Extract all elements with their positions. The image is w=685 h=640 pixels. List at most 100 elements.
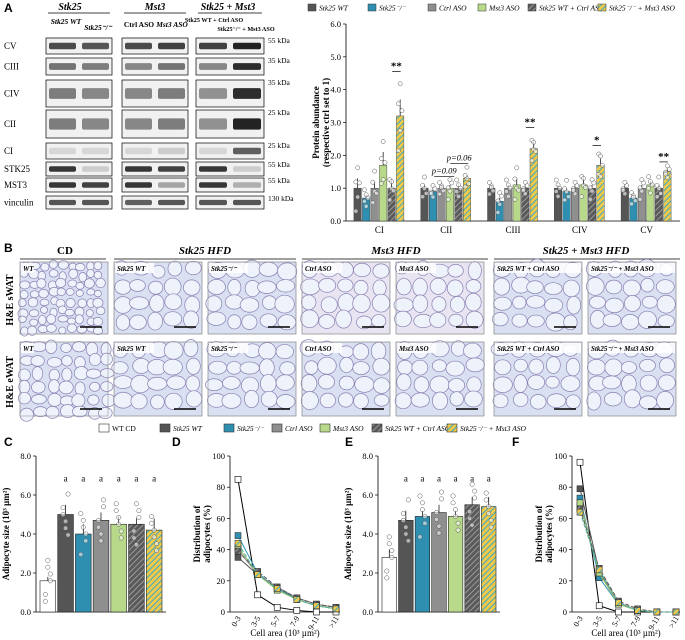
p-value-label: p=0.06 [446, 153, 473, 163]
data-point [512, 176, 518, 182]
adipocyte-cell [164, 293, 183, 310]
adipocyte-cell [17, 298, 27, 308]
adipocyte-cell [31, 394, 47, 405]
adipocyte-cell [186, 357, 201, 375]
data-point [101, 497, 106, 503]
sig-label: * [594, 134, 600, 146]
adipocyte-cell [48, 379, 60, 394]
data-point [505, 182, 511, 188]
x-tick-label: 3-5 [591, 615, 604, 629]
blot-band [199, 199, 227, 206]
adipocyte-cell [185, 260, 202, 276]
data-point [455, 520, 461, 526]
data-point [45, 564, 51, 570]
data-point [45, 557, 51, 563]
adipocyte-cell [339, 356, 354, 373]
adipocyte-cell [101, 393, 116, 408]
data-point [454, 177, 459, 183]
data-point [403, 524, 409, 530]
adipocyte-cell [258, 261, 279, 277]
adipocyte-cell [605, 279, 623, 295]
adipocyte-cell [130, 374, 151, 394]
data-point [646, 174, 651, 180]
blot-lane-label: Ctrl ASO [124, 20, 154, 29]
adipocyte-cell [150, 394, 165, 410]
y-tick-label: 8.0 [20, 451, 31, 461]
adipocyte-cell [227, 279, 242, 296]
data-point [131, 528, 137, 534]
bar [387, 187, 396, 222]
adipocyte-cell [30, 355, 45, 367]
data-point [663, 171, 668, 177]
sig-label: a [64, 473, 68, 483]
adipocyte-cell [493, 296, 512, 311]
data-point [487, 180, 492, 185]
adipocyte-cell [639, 374, 658, 392]
x-tick-label: CV [640, 225, 653, 235]
blot-frame [121, 177, 189, 193]
adipocyte-cell [27, 325, 38, 336]
data-point [483, 497, 489, 503]
data-point [447, 177, 453, 182]
y-tick-label: 6.0 [20, 490, 31, 500]
series-marker [273, 604, 281, 611]
adipocyte-cell [545, 312, 566, 332]
adipocyte-cell [623, 389, 641, 409]
data-point [467, 509, 473, 515]
x-tick-label: CIII [506, 225, 521, 235]
tile-label: Mst3 ASO [398, 345, 429, 353]
histology-frame [493, 341, 583, 417]
adipocyte-cell [29, 318, 39, 327]
adipocyte-cell [396, 373, 412, 391]
adipocyte-cell [493, 277, 511, 296]
blot-band [158, 42, 185, 50]
histology-frame [19, 341, 109, 417]
data-point [47, 571, 53, 577]
adipocyte-cell [412, 277, 428, 297]
adipocyte-cell [371, 314, 387, 328]
sig-label: a [99, 473, 103, 483]
adipocyte-cell [353, 280, 369, 296]
data-point [456, 194, 461, 199]
blot-frame [45, 142, 113, 160]
y-tick-label: 6.0 [362, 490, 373, 500]
data-point [521, 188, 526, 193]
y-axis-label: adipocytes (%) [202, 505, 212, 563]
adipocyte-cell [352, 361, 370, 375]
adipocyte-cell [279, 361, 296, 376]
blot-marker: 25 kDa [268, 108, 291, 117]
data-point [504, 177, 509, 183]
adipocyte-cell [655, 279, 675, 294]
adipocyte-cell [113, 375, 133, 389]
adipocyte-cell [300, 374, 318, 393]
adipocyte-cell [411, 359, 429, 376]
data-point [566, 194, 571, 200]
adipocyte-cell [352, 294, 371, 313]
adipocyte-cell [260, 390, 278, 408]
data-point [472, 495, 478, 501]
data-point [386, 534, 392, 540]
adipocyte-cell [641, 295, 658, 309]
tile-label-bg [397, 263, 437, 273]
tile-label-bg [589, 263, 675, 273]
x-tick-label: 3-5 [249, 615, 262, 629]
adipocyte-cell [656, 294, 676, 314]
legend-label: Mst3 ASO [332, 424, 364, 433]
histology-frame [587, 341, 677, 417]
adipocyte-cell [166, 375, 186, 390]
data-point [389, 548, 395, 554]
data-point [131, 535, 137, 541]
adipocyte-cell [147, 376, 168, 391]
data-point [362, 198, 367, 204]
bar [447, 516, 464, 613]
blot-band [49, 166, 76, 172]
adipocyte-cell [85, 309, 94, 317]
histology-row-label: H&E sWAT [5, 274, 16, 326]
adipocyte-cell [227, 314, 242, 330]
legend-label: Stk25 WT + Ctrl ASO [539, 4, 605, 13]
adipocyte-cell [450, 340, 466, 357]
blot-lane-label: Stk25 WT + Ctrl ASO [185, 17, 243, 24]
data-point [65, 532, 71, 538]
data-point [598, 173, 603, 179]
adipocyte-cell [621, 313, 640, 330]
